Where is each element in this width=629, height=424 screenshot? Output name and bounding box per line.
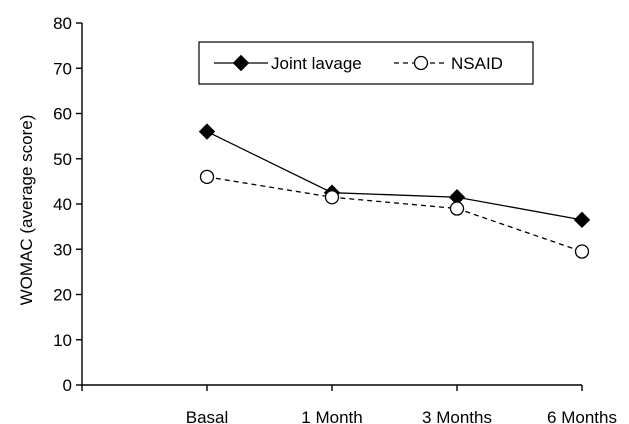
legend-item: Joint lavage [214, 54, 362, 73]
data-point [449, 201, 465, 216]
data-point [573, 211, 591, 229]
y-axis-ticks: 0 10 20 30 40 50 60 70 80 [53, 14, 82, 395]
legend-item: NSAID [394, 54, 503, 73]
y-tick-label: 20 [53, 286, 72, 305]
y-tick-label: 10 [53, 331, 72, 350]
x-tick-label: 3 Months [422, 408, 492, 424]
x-tick-label: Basal [186, 408, 229, 424]
series-line [206, 176, 583, 253]
x-axis-ticks: Basal 1 Month 3 Months 6 Months [81, 385, 617, 424]
y-tick-label: 40 [53, 195, 72, 214]
legend-label: NSAID [451, 54, 503, 73]
y-axis-title: WOMAC (average score) [17, 115, 36, 306]
y-tick-label: 30 [53, 240, 72, 259]
y-tick-label: 70 [53, 59, 72, 78]
y-tick-label: 0 [63, 376, 72, 395]
series-line [206, 131, 583, 221]
x-tick-label: 6 Months [547, 408, 617, 424]
data-point [198, 123, 216, 140]
y-tick-label: 50 [53, 150, 72, 169]
legend-marker [232, 54, 250, 72]
y-tick-label: 80 [53, 14, 72, 33]
data-point [199, 169, 215, 185]
series-nsaid [199, 169, 590, 259]
series-layer [198, 123, 591, 259]
y-tick-label: 60 [53, 105, 72, 124]
series-joint-lavage [198, 123, 591, 229]
x-tick-label: 1 Month [301, 408, 362, 424]
data-point [574, 244, 590, 259]
legend-marker [413, 55, 429, 71]
legend-label: Joint lavage [271, 54, 362, 73]
data-point [324, 190, 340, 205]
legend: Joint lavage NSAID [198, 41, 534, 85]
